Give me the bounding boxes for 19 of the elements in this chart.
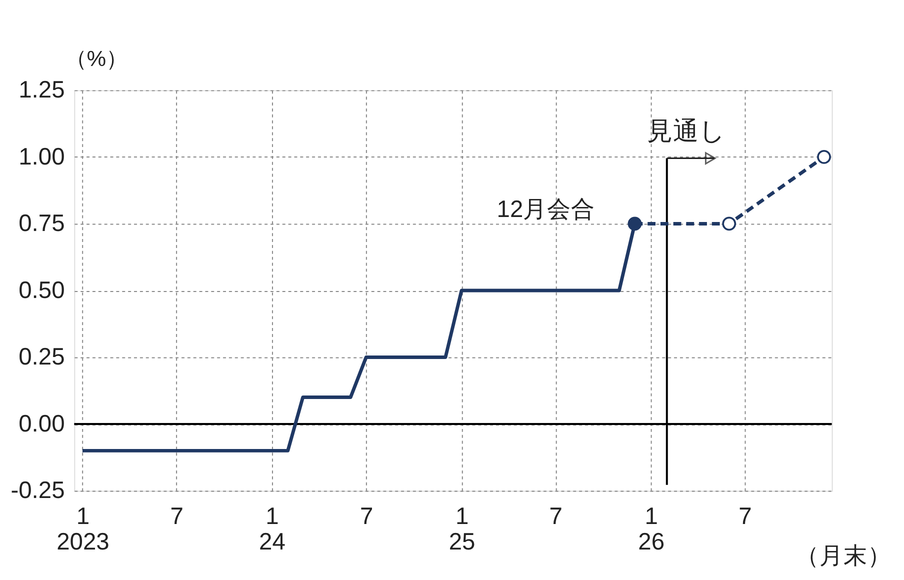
y-tick-label: 1.25 bbox=[18, 78, 65, 104]
x-tick-label: 7 bbox=[549, 504, 562, 530]
y-tick-label: 0.75 bbox=[18, 211, 65, 238]
x-tick-label: 7 bbox=[738, 504, 752, 530]
y-tick-label: -0.25 bbox=[10, 478, 65, 504]
ref-line-label: 見通し bbox=[647, 117, 726, 146]
x-tick-label: 1 24 bbox=[259, 504, 286, 556]
x-tick-label: 7 bbox=[170, 504, 184, 530]
y-axis-title: （%） bbox=[64, 46, 128, 71]
x-tick-label: 1 26 bbox=[638, 504, 665, 556]
x-axis-title: （月末） bbox=[796, 543, 892, 570]
y-tick-label: 0.50 bbox=[18, 278, 65, 304]
y-tick-label: 1.00 bbox=[18, 144, 65, 170]
x-tick-label: 1 2023 bbox=[56, 504, 110, 556]
x-tick-label: 7 bbox=[360, 504, 374, 530]
y-tick-label: 0.00 bbox=[18, 411, 65, 438]
y-tick-label: 0.25 bbox=[18, 344, 65, 371]
x-tick-label: 1 25 bbox=[448, 504, 476, 556]
annotation: 12月会合 bbox=[496, 196, 596, 223]
